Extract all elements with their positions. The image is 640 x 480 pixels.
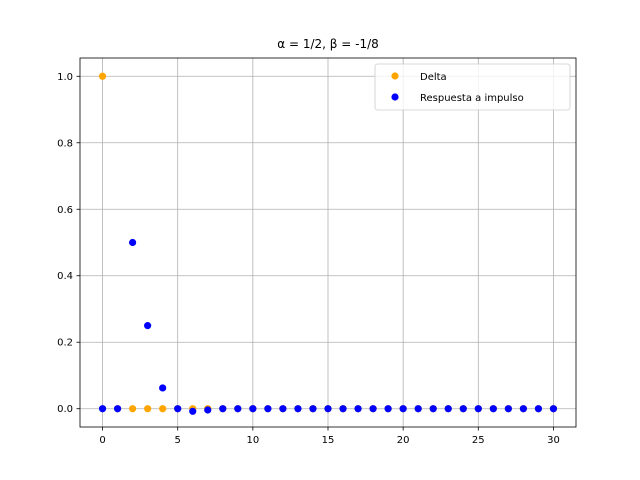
data-point [204,406,212,414]
data-point [369,405,377,413]
data-point [129,238,137,247]
y-tick-label: 1.0 [57,72,73,83]
y-tick-label: 0.4 [57,271,73,282]
data-point [549,405,558,413]
data-point [113,405,122,413]
data-point [429,405,437,413]
data-points [98,72,558,415]
x-tick-label: 0 [99,435,105,446]
data-point [234,405,242,413]
axes: 0 5 10 15 20 25 30 0.0 0.2 0.4 0.6 0.8 1.0 [57,57,577,446]
data-point [339,405,347,413]
x-tick-label: 20 [397,435,410,446]
data-point [324,405,332,413]
data-point [159,405,167,413]
legend-marker [391,93,399,101]
x-tick-label: 30 [547,435,560,446]
data-point [309,405,317,413]
y-tick-label: 0.8 [57,138,73,149]
data-point [294,405,302,413]
x-tick-label: 25 [472,435,485,446]
x-tick-label: 5 [175,435,181,446]
data-point [159,384,167,392]
data-point [384,405,392,413]
legend: Delta Respuesta a impulso [374,63,571,111]
data-point [399,405,407,413]
data-point [98,405,107,413]
data-point [354,405,362,413]
series-1 [98,238,558,415]
data-point [249,405,257,413]
data-point [459,405,467,413]
legend-marker [391,72,399,80]
legend-label: Delta [420,72,447,83]
data-point [189,407,197,415]
data-point [264,405,272,413]
data-point [129,405,137,413]
data-point [144,322,152,330]
y-tick-label: 0.0 [57,404,73,415]
chart-title: α = 1/2, β = -1/8 [277,37,379,51]
legend-label: Respuesta a impulso [420,93,524,104]
legend-box [374,63,571,111]
y-tick-label: 0.2 [57,338,73,349]
x-tick-label: 15 [322,435,335,446]
data-point [474,405,482,413]
data-point [489,405,497,413]
data-point [519,405,527,413]
data-point [414,405,422,413]
data-point [174,405,182,413]
y-tick-label: 0.6 [57,205,73,216]
data-point [534,405,543,413]
data-point [279,405,287,413]
data-point [219,405,227,413]
data-point [504,405,512,413]
data-point [444,405,452,413]
x-tick-label: 10 [246,435,259,446]
data-point [144,405,152,413]
data-point [98,72,107,80]
